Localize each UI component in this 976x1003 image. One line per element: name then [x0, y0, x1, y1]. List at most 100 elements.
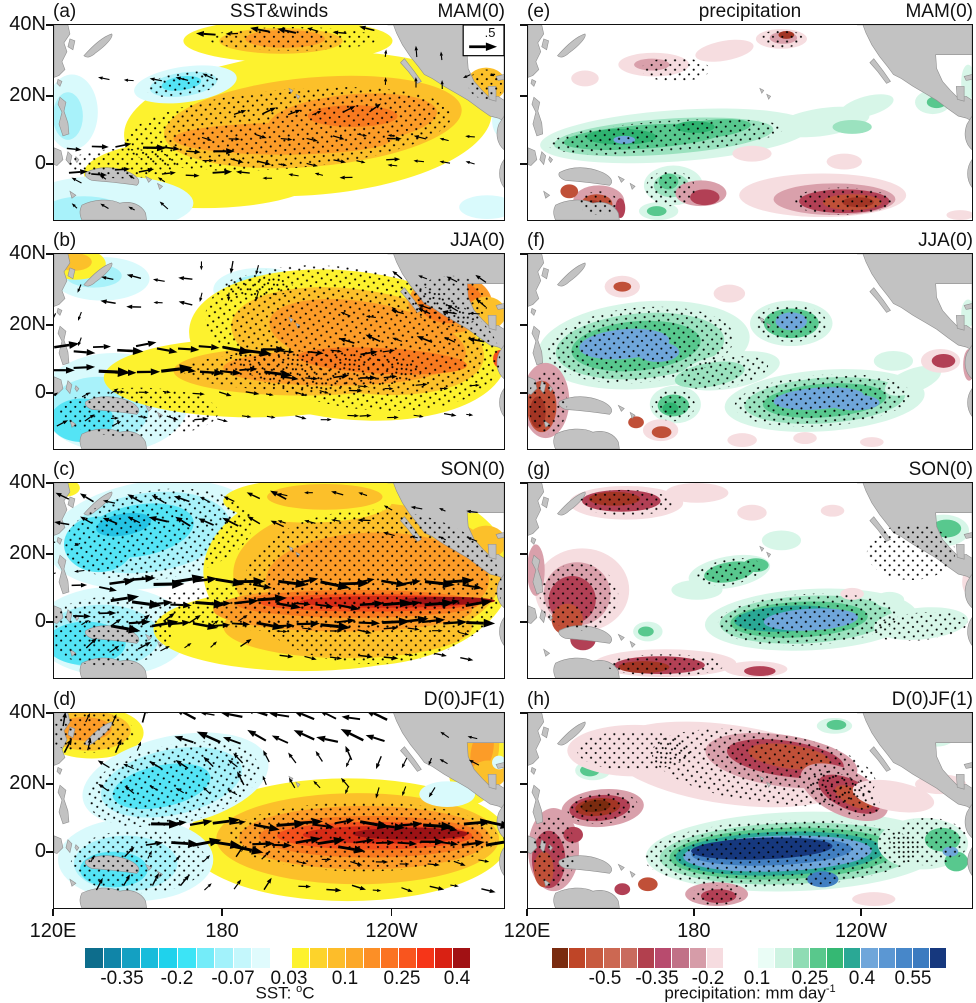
colorbar-tick-label: 0.55	[875, 969, 951, 988]
y-tick-label: 40N	[0, 243, 46, 263]
y-tick-label: 20N	[0, 773, 46, 793]
colorbar-segment	[930, 948, 946, 968]
y-tick-mark	[520, 553, 527, 555]
y-tick-mark	[520, 851, 527, 853]
colorbar-segment	[604, 948, 620, 968]
colorbar-segment	[292, 948, 309, 968]
panel-g-season: SON(0)	[823, 459, 973, 480]
colorbar-segment	[827, 948, 843, 968]
colorbar-segment	[638, 948, 654, 968]
colorbar-segment	[775, 948, 791, 968]
colorbar-segment	[879, 948, 895, 968]
y-tick-mark	[520, 324, 527, 326]
colorbar-segment	[690, 948, 706, 968]
colorbar-segment	[435, 948, 452, 968]
y-tick-label: 20N	[0, 543, 46, 563]
y-tick-mark	[46, 712, 53, 714]
y-tick-mark	[520, 482, 527, 484]
colorbar-segment	[586, 948, 602, 968]
x-tick-label: 180	[649, 921, 739, 941]
panel-f-letter: (f)	[527, 230, 545, 251]
y-tick-mark	[46, 553, 53, 555]
colorbar-segment	[724, 948, 740, 968]
colorbar-segment	[417, 948, 434, 968]
colorbar-segment	[310, 948, 327, 968]
colorbar-segment	[252, 948, 270, 968]
colorbar-segment	[328, 948, 345, 968]
precip-title-pre: precipitation: mm day	[664, 984, 826, 1003]
colorbar-segment	[621, 948, 637, 968]
colorbar-segment	[672, 948, 688, 968]
y-tick-label: 40N	[0, 702, 46, 722]
sst-title-pre: SST:	[255, 984, 296, 1003]
x-tick-mark	[860, 909, 862, 916]
y-tick-mark	[46, 851, 53, 853]
panel-e-letter: (e)	[527, 1, 550, 22]
panel-d-season: D(0)JF(1)	[355, 689, 505, 710]
colorbar-segment	[655, 948, 671, 968]
colorbar-segment	[861, 948, 877, 968]
panel-f-season: JJA(0)	[823, 230, 973, 251]
y-tick-mark	[46, 392, 53, 394]
colorbar-segment	[741, 948, 757, 968]
colorbar-segment	[453, 948, 470, 968]
x-tick-label: 120W	[816, 921, 906, 941]
y-tick-mark	[520, 163, 527, 165]
y-tick-mark	[520, 621, 527, 623]
panel-h-season: D(0)JF(1)	[823, 689, 973, 710]
panel-a-map: .5	[53, 24, 505, 221]
x-tick-mark	[693, 909, 695, 916]
left-column-title: SST&winds	[179, 1, 379, 22]
colorbar-segment	[215, 948, 233, 968]
panel-c-map	[53, 482, 505, 679]
panel-c-letter: (c)	[53, 459, 75, 480]
panel-h-letter: (h)	[527, 689, 550, 710]
colorbar-segment	[346, 948, 363, 968]
panel-f-map	[527, 253, 973, 450]
sst-title-post: C	[302, 984, 314, 1003]
y-tick-mark	[46, 621, 53, 623]
panel-a-season: MAM(0)	[355, 1, 505, 22]
y-tick-label: 20N	[0, 314, 46, 334]
colorbar-segment	[896, 948, 912, 968]
panel-a-letter: (a)	[53, 1, 76, 22]
sst-colorbar-title: SST: oC	[155, 980, 415, 1003]
sst-colorbar-negative	[85, 948, 270, 968]
y-tick-label: 0	[0, 611, 46, 631]
colorbar-segment	[758, 948, 774, 968]
precip-title-sup: -1	[826, 983, 836, 995]
colorbar-segment	[810, 948, 826, 968]
panel-b-letter: (b)	[53, 230, 76, 251]
y-tick-label: 0	[0, 841, 46, 861]
y-tick-label: 0	[0, 382, 46, 402]
colorbar-segment	[793, 948, 809, 968]
colorbar-segment	[159, 948, 177, 968]
x-tick-label: 120W	[347, 921, 437, 941]
colorbar-segment	[85, 948, 103, 968]
y-tick-mark	[46, 324, 53, 326]
colorbar-segment	[569, 948, 585, 968]
colorbar-segment	[122, 948, 140, 968]
colorbar-segment	[141, 948, 159, 968]
y-tick-mark	[520, 95, 527, 97]
colorbar-segment	[913, 948, 929, 968]
y-tick-mark	[46, 253, 53, 255]
panel-h-map	[527, 712, 973, 909]
y-tick-mark	[520, 253, 527, 255]
x-tick-mark	[52, 909, 54, 916]
colorbar-segment	[234, 948, 252, 968]
colorbar-segment	[197, 948, 215, 968]
x-tick-label: 120E	[8, 921, 98, 941]
y-tick-mark	[46, 482, 53, 484]
precip-colorbar	[552, 948, 946, 968]
panel-b-season: JJA(0)	[355, 230, 505, 251]
x-tick-label: 180	[177, 921, 267, 941]
y-tick-label: 40N	[0, 472, 46, 492]
panel-c-season: SON(0)	[355, 459, 505, 480]
y-tick-mark	[46, 783, 53, 785]
y-tick-mark	[46, 95, 53, 97]
sst-colorbar-positive	[292, 948, 470, 968]
colorbar-segment	[381, 948, 398, 968]
y-tick-label: 40N	[0, 14, 46, 34]
